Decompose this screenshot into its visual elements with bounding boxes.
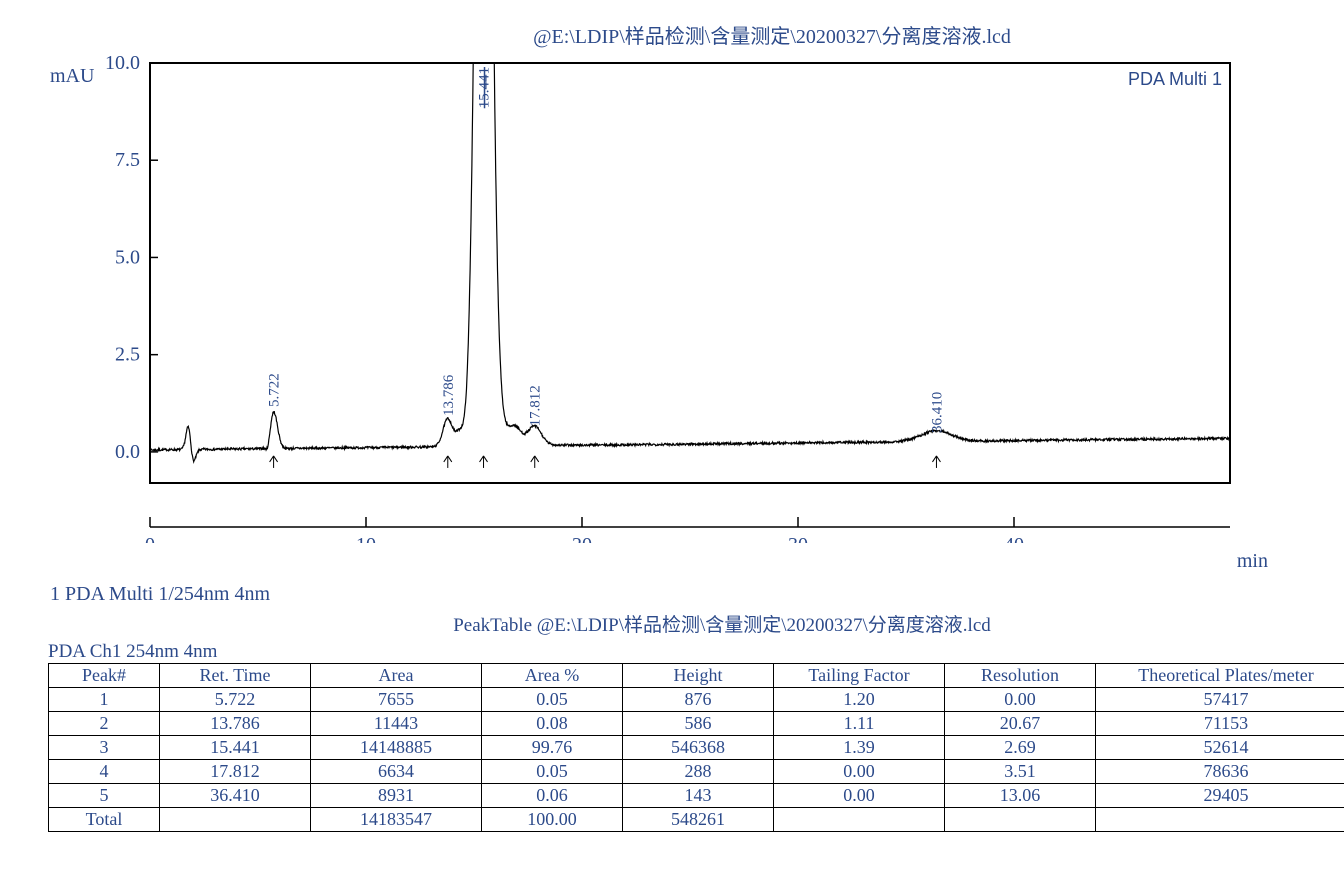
table-cell: 71153 <box>1096 712 1344 736</box>
svg-text:10.0: 10.0 <box>105 53 140 74</box>
table-cell: 78636 <box>1096 760 1344 784</box>
svg-text:13.786: 13.786 <box>441 374 457 416</box>
table-row: 536.41089310.061430.0013.0629405 <box>49 784 1344 808</box>
svg-text:5.722: 5.722 <box>267 373 283 407</box>
table-cell: 15.441 <box>160 736 311 760</box>
table-cell: 0.08 <box>482 712 623 736</box>
table-cell: 143 <box>623 784 774 808</box>
table-cell: 546368 <box>623 736 774 760</box>
table-cell: 2 <box>49 712 160 736</box>
table-cell: 548261 <box>623 808 774 832</box>
table-cell: 1.20 <box>774 688 945 712</box>
table-cell: 0.05 <box>482 760 623 784</box>
channel-label: PDA Ch1 254nm 4nm <box>48 641 1304 663</box>
peak-table-header: Tailing Factor <box>774 664 945 688</box>
peak-table-header: Ret. Time <box>160 664 311 688</box>
table-cell: 3 <box>49 736 160 760</box>
report-page: @E:\LDIP\样品检测\含量测定\20200327\分离度溶液.lcd mA… <box>0 0 1344 880</box>
table-cell: Total <box>49 808 160 832</box>
peaktable-title: PeakTable @E:\LDIP\样品检测\含量测定\20200327\分离… <box>140 610 1304 637</box>
svg-text:7.5: 7.5 <box>115 149 140 171</box>
table-cell: 1.11 <box>774 712 945 736</box>
table-cell: 14148885 <box>311 736 482 760</box>
chromatogram-container: mAU 0.0 2.5 5.0 7.5 10.0 0 10 20 30 40 PDA Multi 1… <box>40 53 1304 573</box>
peak-table-header: Area % <box>482 664 623 688</box>
table-cell: 5.722 <box>160 688 311 712</box>
table-cell: 1.39 <box>774 736 945 760</box>
svg-text:15.441: 15.441 <box>477 67 493 108</box>
svg-text:2.5: 2.5 <box>115 344 140 366</box>
table-cell: 586 <box>623 712 774 736</box>
table-cell <box>945 808 1096 832</box>
table-cell: 0.00 <box>774 784 945 808</box>
table-cell: 5 <box>49 784 160 808</box>
table-cell: 288 <box>623 760 774 784</box>
table-cell: 57417 <box>1096 688 1344 712</box>
table-cell: 6634 <box>311 760 482 784</box>
table-cell: 11443 <box>311 712 482 736</box>
table-total-row: Total 14183547100.00548261 <box>49 808 1344 832</box>
svg-text:0.0: 0.0 <box>115 441 140 463</box>
table-cell: 13.786 <box>160 712 311 736</box>
file-title: @E:\LDIP\样品检测\含量测定\20200327\分离度溶液.lcd <box>240 20 1304 49</box>
table-cell: 52614 <box>1096 736 1344 760</box>
svg-text:30: 30 <box>788 534 808 543</box>
table-cell: 876 <box>623 688 774 712</box>
peak-table-body: 15.72276550.058761.200.0057417213.786114… <box>49 688 1344 832</box>
table-row: 417.81266340.052880.003.5178636 <box>49 760 1344 784</box>
table-cell: 0.00 <box>945 688 1096 712</box>
svg-text:20: 20 <box>572 534 592 543</box>
table-cell: 7655 <box>311 688 482 712</box>
table-cell: 17.812 <box>160 760 311 784</box>
table-cell: 0.05 <box>482 688 623 712</box>
table-cell: 29405 <box>1096 784 1344 808</box>
peak-table-header: Resolution <box>945 664 1096 688</box>
table-cell: 13.06 <box>945 784 1096 808</box>
table-cell: 2.69 <box>945 736 1096 760</box>
table-cell: 4 <box>49 760 160 784</box>
y-axis-label: mAU <box>50 65 94 88</box>
table-row: 213.786114430.085861.1120.6771153 <box>49 712 1344 736</box>
table-cell: 3.51 <box>945 760 1096 784</box>
table-cell: 1 <box>49 688 160 712</box>
table-row: 15.72276550.058761.200.0057417 <box>49 688 1344 712</box>
svg-text:5.0: 5.0 <box>115 246 140 268</box>
table-cell: 100.00 <box>482 808 623 832</box>
table-cell: 0.00 <box>774 760 945 784</box>
table-cell: 14183547 <box>311 808 482 832</box>
table-cell: 36.410 <box>160 784 311 808</box>
peak-table: Peak#Ret. TimeAreaArea %HeightTailing Fa… <box>48 663 1344 832</box>
table-cell <box>1096 808 1344 832</box>
table-cell: 0.06 <box>482 784 623 808</box>
peak-table-header: Peak# <box>49 664 160 688</box>
peak-table-head: Peak#Ret. TimeAreaArea %HeightTailing Fa… <box>49 664 1344 688</box>
peak-table-header: Theoretical Plates/meter <box>1096 664 1344 688</box>
table-cell <box>160 808 311 832</box>
svg-text:36.410: 36.410 <box>929 392 945 433</box>
x-axis-label: min <box>1237 550 1268 573</box>
svg-text:40: 40 <box>1004 534 1024 543</box>
table-row: 315.4411414888599.765463681.392.6952614 <box>49 736 1344 760</box>
table-cell: 99.76 <box>482 736 623 760</box>
svg-text:PDA Multi 1: PDA Multi 1 <box>1128 69 1222 89</box>
svg-text:10: 10 <box>356 534 376 543</box>
table-cell: 8931 <box>311 784 482 808</box>
chromatogram-svg: 0.0 2.5 5.0 7.5 10.0 0 10 20 30 40 PDA Multi 1 5.72… <box>40 53 1260 543</box>
detector-subtitle: 1 PDA Multi 1/254nm 4nm <box>50 583 1304 606</box>
table-cell: 20.67 <box>945 712 1096 736</box>
peak-table-header: Height <box>623 664 774 688</box>
svg-text:0: 0 <box>145 534 155 543</box>
svg-text:17.812: 17.812 <box>528 385 544 426</box>
table-cell <box>774 808 945 832</box>
peak-table-header: Area <box>311 664 482 688</box>
